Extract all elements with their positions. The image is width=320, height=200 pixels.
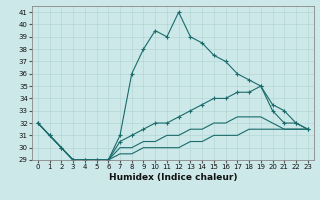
X-axis label: Humidex (Indice chaleur): Humidex (Indice chaleur): [108, 173, 237, 182]
